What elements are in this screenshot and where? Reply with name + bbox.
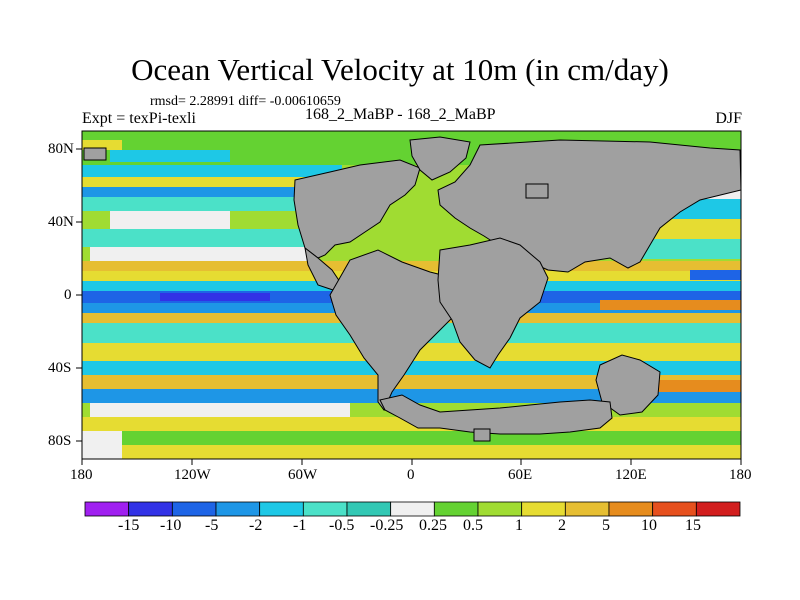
colorbar-label: -5 bbox=[205, 517, 219, 534]
colorbar-swatch bbox=[695, 501, 741, 517]
colorbar-label: -0.25 bbox=[370, 517, 404, 534]
case-label: 168_2_MaBP - 168_2_MaBP bbox=[305, 106, 496, 123]
colorbar-label: 1 bbox=[515, 517, 523, 534]
colorbar-swatch bbox=[302, 501, 348, 517]
x-tick-label-180w: 180 bbox=[70, 467, 93, 483]
colorbar-swatch bbox=[215, 501, 261, 517]
x-tick-label-180e: 180 bbox=[729, 467, 752, 483]
colorbar-label: 15 bbox=[685, 517, 701, 534]
colorbar-swatch bbox=[259, 501, 304, 517]
colorbar-label: 5 bbox=[602, 517, 610, 534]
colorbar-label: 2 bbox=[558, 517, 566, 534]
colorbar-swatch bbox=[652, 501, 697, 517]
colorbar-label: -10 bbox=[160, 517, 182, 534]
colorbar-swatch bbox=[84, 501, 130, 517]
colorbar-label: -1 bbox=[293, 517, 307, 534]
experiment-label: Expt = texPi-texli bbox=[82, 110, 196, 127]
y-tick-label-40n: 40N bbox=[48, 214, 74, 230]
colorbar-swatch bbox=[433, 501, 479, 517]
colorbar-swatch bbox=[608, 501, 654, 517]
y-tick-label-80n: 80N bbox=[48, 141, 74, 157]
colorbar-label: -15 bbox=[118, 517, 140, 534]
colorbar-swatch bbox=[477, 501, 523, 517]
x-tick-label-60e: 60E bbox=[508, 467, 533, 483]
x-tick-label-120w: 120W bbox=[174, 467, 211, 483]
colorbar-swatch bbox=[128, 501, 173, 517]
plot-title: Ocean Vertical Velocity at 10m (in cm/da… bbox=[131, 52, 669, 87]
y-tick-label-80s: 80S bbox=[48, 433, 72, 449]
colorbar-label: -0.5 bbox=[329, 517, 355, 534]
x-tick-label-60w: 60W bbox=[288, 467, 318, 483]
colorbar-label: 10 bbox=[641, 517, 657, 534]
colorbar-swatch bbox=[564, 501, 610, 517]
colorbar-label: -2 bbox=[249, 517, 263, 534]
x-tick-label-120e: 120E bbox=[615, 467, 647, 483]
colorbar-swatch bbox=[521, 501, 566, 517]
x-tick-marks bbox=[81, 459, 742, 465]
x-tick-label-0: 0 bbox=[407, 467, 415, 483]
colorbar-swatch bbox=[171, 501, 217, 517]
colorbar-label: 0.5 bbox=[463, 517, 483, 534]
season-label: DJF bbox=[715, 110, 742, 127]
colorbar-label: 0.25 bbox=[419, 517, 447, 534]
y-tick-label-0: 0 bbox=[64, 287, 72, 303]
colorbar-swatch bbox=[390, 501, 435, 517]
land-masses bbox=[83, 136, 742, 442]
colorbar-swatch bbox=[346, 501, 392, 517]
stats-subtitle: rmsd= 2.28991 diff= -0.00610659 bbox=[150, 94, 341, 109]
colorbar bbox=[84, 501, 741, 517]
y-tick-marks bbox=[76, 148, 82, 442]
y-tick-label-40s: 40S bbox=[48, 360, 72, 376]
